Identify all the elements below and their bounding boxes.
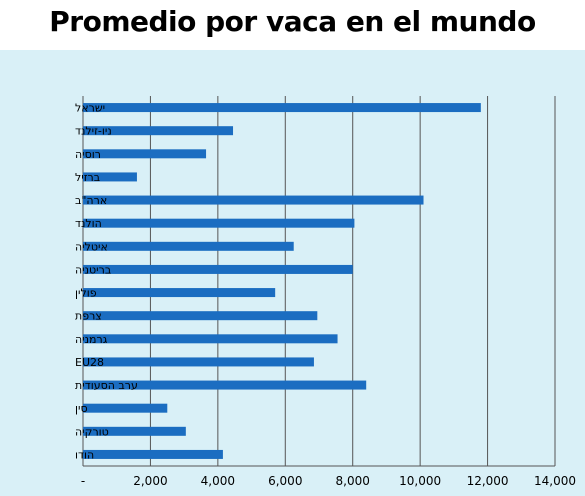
bar [83, 449, 223, 459]
category-label: טורקיה [75, 425, 109, 438]
category-label: ערב הסעודית [75, 379, 138, 392]
category-label: איטליה [75, 240, 108, 253]
category-label: רוסיה [75, 148, 101, 161]
category-label: גרמניה [75, 333, 108, 346]
bar [83, 241, 294, 251]
category-label: הודו [75, 448, 94, 461]
x-tick-label: 14,000 [534, 474, 576, 488]
bar [83, 334, 338, 344]
bar [83, 103, 481, 113]
category-label: ניו-זילנד [75, 125, 112, 138]
bar [83, 426, 186, 436]
bar [83, 149, 207, 159]
chart-title: Promedio por vaca en el mundo [49, 5, 536, 38]
x-tick-label: - [81, 474, 85, 488]
bar [83, 264, 353, 274]
x-tick-label: 6,000 [268, 474, 302, 488]
x-tick-label: 8,000 [336, 474, 370, 488]
bar [83, 288, 276, 298]
bar [83, 195, 424, 205]
bar [83, 218, 355, 228]
category-label: EU28 [75, 356, 104, 369]
bar [83, 126, 234, 136]
x-tick-label: 4,000 [201, 474, 235, 488]
category-label: צרפת [75, 310, 102, 323]
category-label: ישראל [75, 102, 105, 115]
category-label: ברזיל [75, 171, 100, 184]
category-label: בריטניה [75, 263, 111, 276]
bar [83, 172, 137, 182]
x-tick-label: 2,000 [133, 474, 167, 488]
category-label: ארה"ב [75, 194, 107, 207]
x-tick-label: 12,000 [467, 474, 509, 488]
category-label: סין [75, 402, 88, 415]
bar [83, 311, 318, 321]
bar [83, 380, 367, 390]
bar [83, 357, 314, 367]
category-label: הולנד [75, 217, 102, 230]
category-label: פולין [75, 287, 97, 300]
bar [83, 403, 168, 413]
x-tick-label: 10,000 [399, 474, 441, 488]
